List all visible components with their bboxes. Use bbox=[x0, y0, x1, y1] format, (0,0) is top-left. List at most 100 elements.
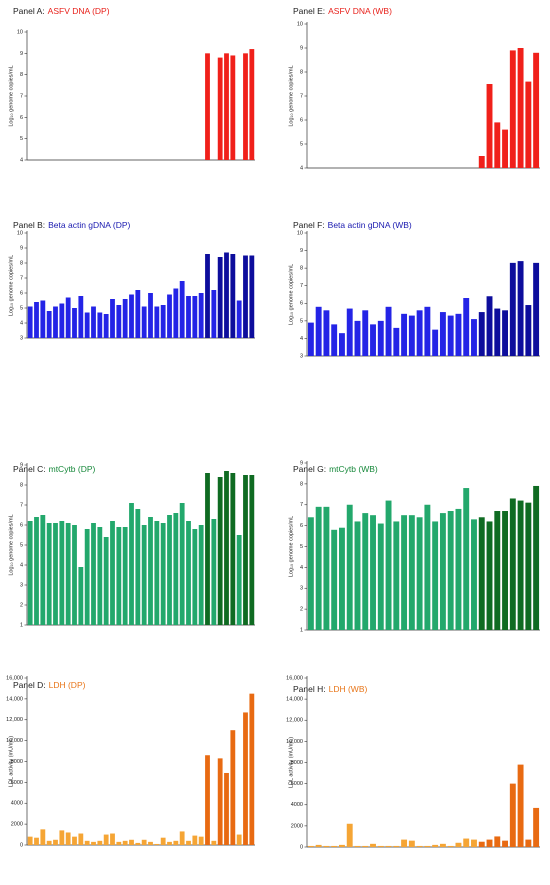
bar bbox=[217, 758, 223, 845]
bar bbox=[53, 839, 58, 845]
y-tick-label: 4 bbox=[20, 562, 23, 568]
bar bbox=[401, 839, 408, 847]
bar bbox=[59, 521, 65, 625]
bar bbox=[116, 841, 122, 845]
bar bbox=[338, 527, 345, 630]
y-tick-label: 5 bbox=[20, 305, 23, 311]
bar bbox=[393, 521, 400, 630]
panel-name: ASFV DNA (WB) bbox=[328, 6, 392, 16]
y-tick-label: 2000 bbox=[291, 823, 303, 829]
y-tick-label: 4000 bbox=[291, 802, 303, 808]
y-tick-label: 12,000 bbox=[6, 717, 23, 723]
y-tick-label: 9 bbox=[300, 45, 303, 51]
bar bbox=[40, 515, 46, 625]
y-tick-label: 10 bbox=[297, 230, 303, 236]
bar bbox=[494, 122, 501, 168]
y-tick-label: 4 bbox=[300, 565, 303, 571]
bar bbox=[205, 473, 210, 625]
bar bbox=[167, 515, 172, 625]
bar bbox=[173, 840, 179, 845]
bar bbox=[494, 308, 501, 356]
bar bbox=[53, 306, 58, 338]
y-tick-label: 1 bbox=[20, 622, 23, 628]
bar bbox=[72, 525, 77, 625]
bar bbox=[509, 783, 516, 847]
bar bbox=[72, 308, 77, 338]
bar bbox=[135, 509, 141, 625]
y-tick-label: 6 bbox=[20, 290, 23, 296]
bar bbox=[249, 475, 255, 625]
bar bbox=[167, 841, 172, 845]
bar bbox=[135, 290, 141, 338]
y-tick-label: 8 bbox=[20, 260, 23, 266]
bar bbox=[447, 511, 454, 630]
bar bbox=[354, 845, 361, 847]
bar bbox=[205, 254, 210, 338]
bar bbox=[338, 333, 345, 356]
bar bbox=[408, 515, 415, 630]
bar bbox=[502, 310, 509, 356]
bar bbox=[103, 537, 109, 625]
y-tick-label: 3 bbox=[300, 586, 303, 592]
bar bbox=[236, 834, 242, 845]
y-tick-label: 4000 bbox=[11, 801, 23, 807]
bar bbox=[533, 807, 540, 847]
bar bbox=[315, 844, 322, 847]
bar bbox=[34, 302, 39, 338]
y-tick-label: 3 bbox=[300, 353, 303, 359]
bar bbox=[331, 529, 338, 630]
bar bbox=[525, 81, 532, 168]
bar bbox=[502, 840, 509, 847]
panel-label: Panel H: bbox=[293, 684, 326, 694]
bar bbox=[27, 836, 33, 845]
bar bbox=[129, 294, 134, 338]
panel: Panel G: mtCytb (WB) Log₁₀ genome copies/m… bbox=[288, 460, 540, 633]
panel: Panel A: ASFV DNA (DP) Log₁₀ genome copies… bbox=[8, 6, 255, 163]
bar bbox=[53, 523, 58, 625]
y-axis-label: Log₁₀ genome copies/mL bbox=[8, 514, 14, 575]
bar bbox=[385, 306, 392, 356]
bar bbox=[198, 836, 204, 845]
bar bbox=[486, 521, 493, 630]
y-tick-label: 8000 bbox=[11, 759, 23, 765]
y-tick-label: 7 bbox=[20, 93, 23, 99]
panel-title: Panel E: ASFV DNA (WB) bbox=[293, 6, 392, 16]
y-tick-label: 10 bbox=[17, 29, 23, 35]
bar bbox=[97, 840, 103, 845]
bar bbox=[377, 845, 384, 847]
bar bbox=[432, 329, 439, 356]
y-tick-label: 16,000 bbox=[286, 675, 303, 681]
bar bbox=[432, 521, 439, 630]
y-axis-label: Log₁₀ genome copies/mL bbox=[8, 255, 14, 316]
bar bbox=[393, 845, 400, 847]
bar bbox=[486, 84, 493, 168]
bar bbox=[517, 500, 524, 630]
y-tick-label: 7 bbox=[300, 93, 303, 99]
bar bbox=[385, 500, 392, 630]
y-tick-label: 4 bbox=[20, 320, 23, 326]
y-tick-label: 6 bbox=[300, 301, 303, 307]
y-tick-label: 7 bbox=[300, 502, 303, 508]
panel-title: Panel G: mtCytb (WB) bbox=[293, 464, 378, 474]
y-tick-label: 7 bbox=[20, 275, 23, 281]
bar bbox=[179, 281, 185, 338]
bar bbox=[393, 327, 400, 356]
bar bbox=[509, 498, 516, 630]
bar bbox=[323, 506, 330, 630]
bar bbox=[517, 764, 524, 847]
bar bbox=[385, 845, 392, 847]
panel-label: Panel E: bbox=[293, 6, 325, 16]
y-tick-label: 10 bbox=[297, 21, 303, 27]
bar bbox=[72, 836, 77, 845]
y-tick-label: 10 bbox=[17, 230, 23, 236]
bar bbox=[323, 845, 330, 847]
panel-title: Panel C: mtCytb (DP) bbox=[13, 464, 96, 474]
bar bbox=[192, 296, 198, 338]
bar bbox=[471, 519, 477, 630]
bar bbox=[424, 306, 431, 356]
panel: Panel E: ASFV DNA (WB) Log₁₀ genome copies… bbox=[288, 6, 540, 171]
panel-title: Panel H: LDH (WB) bbox=[293, 684, 367, 694]
y-tick-label: 4 bbox=[300, 165, 303, 171]
panel-name: Beta actin gDNA (DP) bbox=[48, 220, 130, 230]
panel: Panel D: LDH (DP) LDL activity (mU/mL) 0 200… bbox=[6, 675, 255, 848]
